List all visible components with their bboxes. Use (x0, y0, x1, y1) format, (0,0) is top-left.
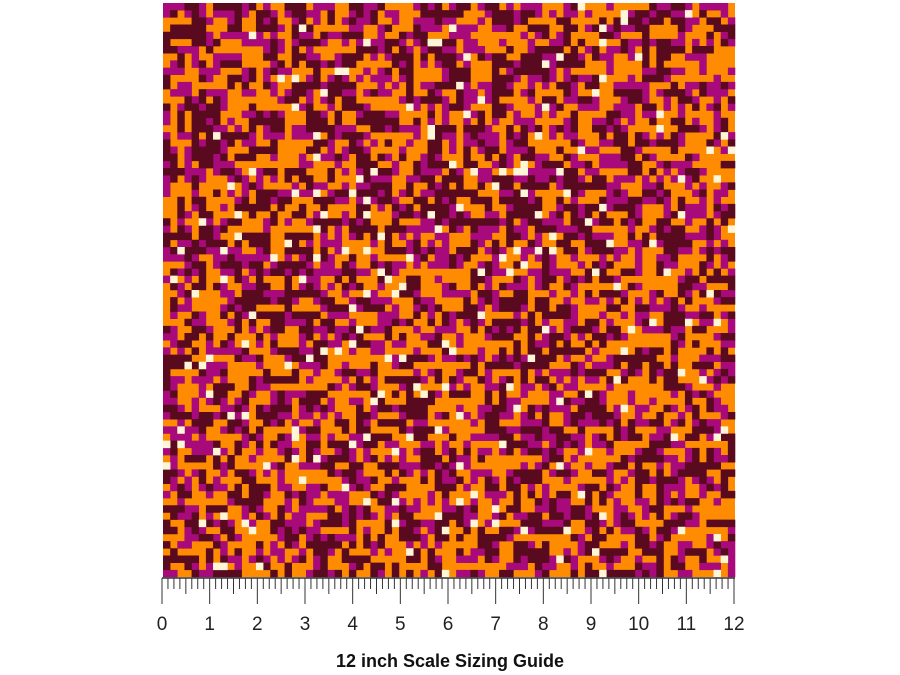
ruler-label: 12 (723, 614, 744, 635)
ruler-label: 5 (395, 614, 406, 635)
ruler-label: 4 (347, 614, 358, 635)
ruler-label: 7 (490, 614, 501, 635)
pattern-dark (163, 3, 736, 578)
ruler-label: 6 (443, 614, 454, 635)
ruler: 0 1 2 3 4 5 6 7 8 9 10 11 12 (157, 577, 745, 635)
caption: 12 inch Scale Sizing Guide (336, 651, 564, 671)
ruler-label: 1 (204, 614, 215, 635)
ruler-label: 11 (676, 614, 696, 635)
ruler-label: 2 (252, 614, 263, 635)
ruler-label: 0 (157, 614, 168, 635)
pattern-light (163, 3, 736, 578)
ruler-label: 8 (538, 614, 549, 635)
ruler-label: 3 (300, 614, 311, 635)
ruler-label: 10 (628, 614, 649, 635)
camo-pattern (163, 3, 736, 578)
ruler-label: 9 (586, 614, 597, 635)
